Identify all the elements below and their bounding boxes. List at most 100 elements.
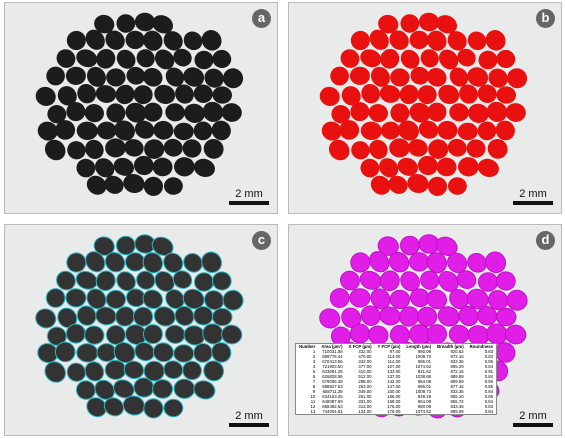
seed bbox=[193, 272, 215, 292]
table-row: 8 688827.63 263.00 147.00 986.01 877.15 0.85 bbox=[296, 384, 497, 389]
seed bbox=[154, 84, 176, 105]
seed bbox=[321, 121, 342, 141]
table-cell: 0.83 bbox=[484, 404, 494, 409]
table-row: 7 679065.38 288.00 142.00 964.08 899.99 0.86 bbox=[296, 379, 497, 384]
seed bbox=[399, 235, 420, 256]
table-cell: 175.00 bbox=[387, 404, 401, 409]
panel: d 2 mm Number Area (µm²) X FCP (µm) Y FCP (… bbox=[288, 224, 562, 436]
scale-label: 2 mm bbox=[519, 410, 547, 422]
seed bbox=[143, 67, 163, 87]
seed bbox=[400, 14, 420, 33]
seed bbox=[486, 323, 508, 345]
seed bbox=[410, 66, 430, 85]
table-header: Breadth (µm) bbox=[437, 344, 464, 349]
table-cell: 689776.44 bbox=[322, 354, 343, 359]
scale-bar: 2 mm bbox=[513, 410, 553, 427]
table-cell: 986.01 bbox=[417, 384, 432, 389]
seed-image bbox=[35, 12, 244, 196]
seed bbox=[103, 397, 125, 417]
table-cell: 156.00 bbox=[387, 394, 401, 399]
seed bbox=[123, 174, 145, 194]
seed bbox=[125, 30, 145, 50]
seed bbox=[56, 49, 76, 68]
seed bbox=[360, 121, 382, 141]
seed bbox=[193, 380, 216, 400]
seed bbox=[507, 68, 528, 89]
table-cell: 920.62 bbox=[450, 349, 464, 354]
seed bbox=[407, 174, 429, 194]
table-row: 12 656482.63 413.00 175.00 980.09 833.36 0.83 bbox=[296, 404, 497, 409]
seed bbox=[77, 83, 97, 104]
seed bbox=[495, 307, 517, 327]
table-cell: 13 bbox=[310, 409, 316, 414]
seed bbox=[66, 252, 87, 273]
seed bbox=[84, 361, 105, 382]
seed bbox=[399, 84, 419, 105]
seed bbox=[105, 138, 126, 158]
seed bbox=[201, 251, 223, 274]
seed bbox=[152, 342, 174, 363]
table-cell: 134.00 bbox=[358, 409, 372, 414]
seed bbox=[380, 121, 401, 140]
table-cell: 1 bbox=[312, 349, 316, 354]
table-cell: 626828.56 bbox=[322, 374, 343, 379]
seed bbox=[330, 66, 349, 86]
seed bbox=[211, 271, 232, 291]
seed bbox=[351, 141, 370, 160]
seed bbox=[152, 379, 174, 399]
seed bbox=[427, 102, 447, 122]
seed bbox=[46, 66, 65, 86]
table-cell: 980.09 bbox=[417, 349, 432, 354]
seed bbox=[495, 120, 515, 141]
table-cell: 512.00 bbox=[358, 374, 372, 379]
table-cell: 0.83 bbox=[484, 349, 494, 354]
seed bbox=[369, 29, 389, 50]
seed bbox=[437, 120, 458, 140]
seed bbox=[144, 139, 165, 159]
seed bbox=[427, 30, 447, 51]
seed bbox=[400, 49, 420, 69]
seed bbox=[133, 85, 153, 105]
seed bbox=[211, 307, 233, 327]
seed bbox=[467, 253, 487, 273]
seed bbox=[449, 67, 469, 87]
seed bbox=[466, 139, 486, 158]
seed bbox=[487, 138, 508, 159]
seed bbox=[136, 49, 155, 68]
seed bbox=[457, 48, 476, 67]
seed bbox=[398, 120, 419, 141]
seed bbox=[134, 120, 155, 139]
seed bbox=[468, 103, 489, 123]
seed bbox=[341, 86, 361, 106]
table-cell: 877.15 bbox=[450, 384, 464, 389]
table-row: 9 658711.38 349.00 150.00 1008.73 833.36 0.84 bbox=[296, 389, 497, 394]
seed bbox=[368, 104, 388, 123]
scale-label: 2 mm bbox=[235, 188, 263, 200]
seed bbox=[173, 48, 192, 67]
table-cell: 477.00 bbox=[358, 364, 372, 369]
seed bbox=[143, 398, 164, 419]
seed bbox=[142, 289, 164, 310]
seed bbox=[379, 270, 400, 292]
seed bbox=[174, 157, 195, 177]
seed bbox=[172, 270, 193, 289]
seed bbox=[488, 68, 508, 88]
seed bbox=[57, 86, 77, 106]
seed bbox=[183, 67, 205, 87]
seed bbox=[35, 86, 56, 106]
seed bbox=[116, 271, 136, 292]
seed bbox=[184, 103, 205, 123]
seed bbox=[448, 324, 470, 344]
seed bbox=[125, 102, 147, 123]
seed bbox=[447, 177, 467, 195]
seed bbox=[495, 271, 516, 291]
table-cell: 921.62 bbox=[417, 369, 432, 374]
table-cell: 1074.52 bbox=[415, 409, 432, 414]
table-cell: 113.00 bbox=[387, 354, 401, 359]
seed bbox=[66, 362, 87, 382]
table-cell: 964.08 bbox=[417, 379, 432, 384]
seed bbox=[378, 14, 399, 34]
table-cell: 855.72 bbox=[450, 399, 464, 404]
seed bbox=[370, 66, 390, 87]
seed bbox=[390, 103, 410, 123]
